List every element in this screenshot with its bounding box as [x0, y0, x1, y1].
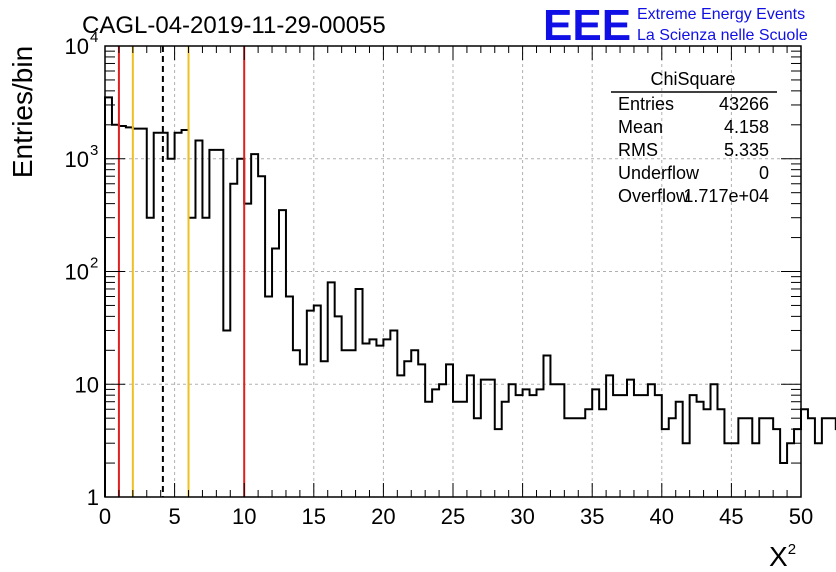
y-tick-label-exponent: 2 [90, 255, 98, 272]
x-tick-label: 15 [302, 504, 326, 529]
stats-label: Overflow [618, 186, 690, 206]
x-axis-title: X2 [769, 541, 796, 572]
stats-label: RMS [618, 140, 658, 160]
x-axis-ticks: 0 5 10 15 20 25 30 35 40 45 50 [99, 46, 813, 529]
y-tick-label: 10 [65, 260, 89, 285]
stats-value: 4.158 [724, 117, 769, 137]
stats-label: Mean [618, 117, 663, 137]
x-axis-title-base: X [769, 541, 788, 572]
stats-name: ChiSquare [650, 69, 735, 89]
y-tick-label: 10 [65, 147, 89, 172]
y-tick-label-exponent: 4 [90, 29, 98, 46]
y-axis-title: Entries/bin [7, 46, 38, 178]
stats-box: ChiSquare Entries 43266 Mean 4.158 RMS 5.335 U… [611, 69, 777, 206]
stats-value: 0 [759, 163, 769, 183]
y-tick-label: 1 [87, 485, 99, 510]
eee-logo: EEE Extreme Energy Events La Scienza nel… [543, 1, 808, 50]
x-tick-label: 25 [441, 504, 465, 529]
stats-label: Entries [618, 94, 674, 114]
logo-mark: EEE [543, 1, 631, 50]
x-tick-label: 0 [99, 504, 111, 529]
x-axis-title-sup: 2 [788, 541, 796, 558]
chart-title: CAGL-04-2019-11-29-00055 [82, 12, 386, 39]
stats-value: 43266 [719, 94, 769, 114]
grid-lines [105, 46, 801, 497]
x-tick-label: 40 [650, 504, 674, 529]
stats-value: 1.717e+04 [683, 186, 769, 206]
histogram-outline [104, 96, 836, 497]
histogram-area [104, 96, 836, 497]
x-tick-label: 10 [232, 504, 256, 529]
stats-value: 5.335 [724, 140, 769, 160]
y-tick-label: 10 [65, 34, 89, 59]
x-tick-label: 30 [510, 504, 534, 529]
x-tick-label: 35 [580, 504, 604, 529]
y-tick-label-exponent: 3 [90, 142, 98, 159]
x-tick-label: 50 [789, 504, 813, 529]
y-tick-label: 10 [75, 372, 99, 397]
stats-label: Underflow [618, 163, 700, 183]
logo-line-1: Extreme Energy Events [637, 6, 805, 23]
x-tick-label: 5 [168, 504, 180, 529]
x-tick-label: 20 [371, 504, 395, 529]
logo-line-2: La Scienza nelle Scuole [637, 27, 808, 44]
x-tick-label: 45 [719, 504, 743, 529]
